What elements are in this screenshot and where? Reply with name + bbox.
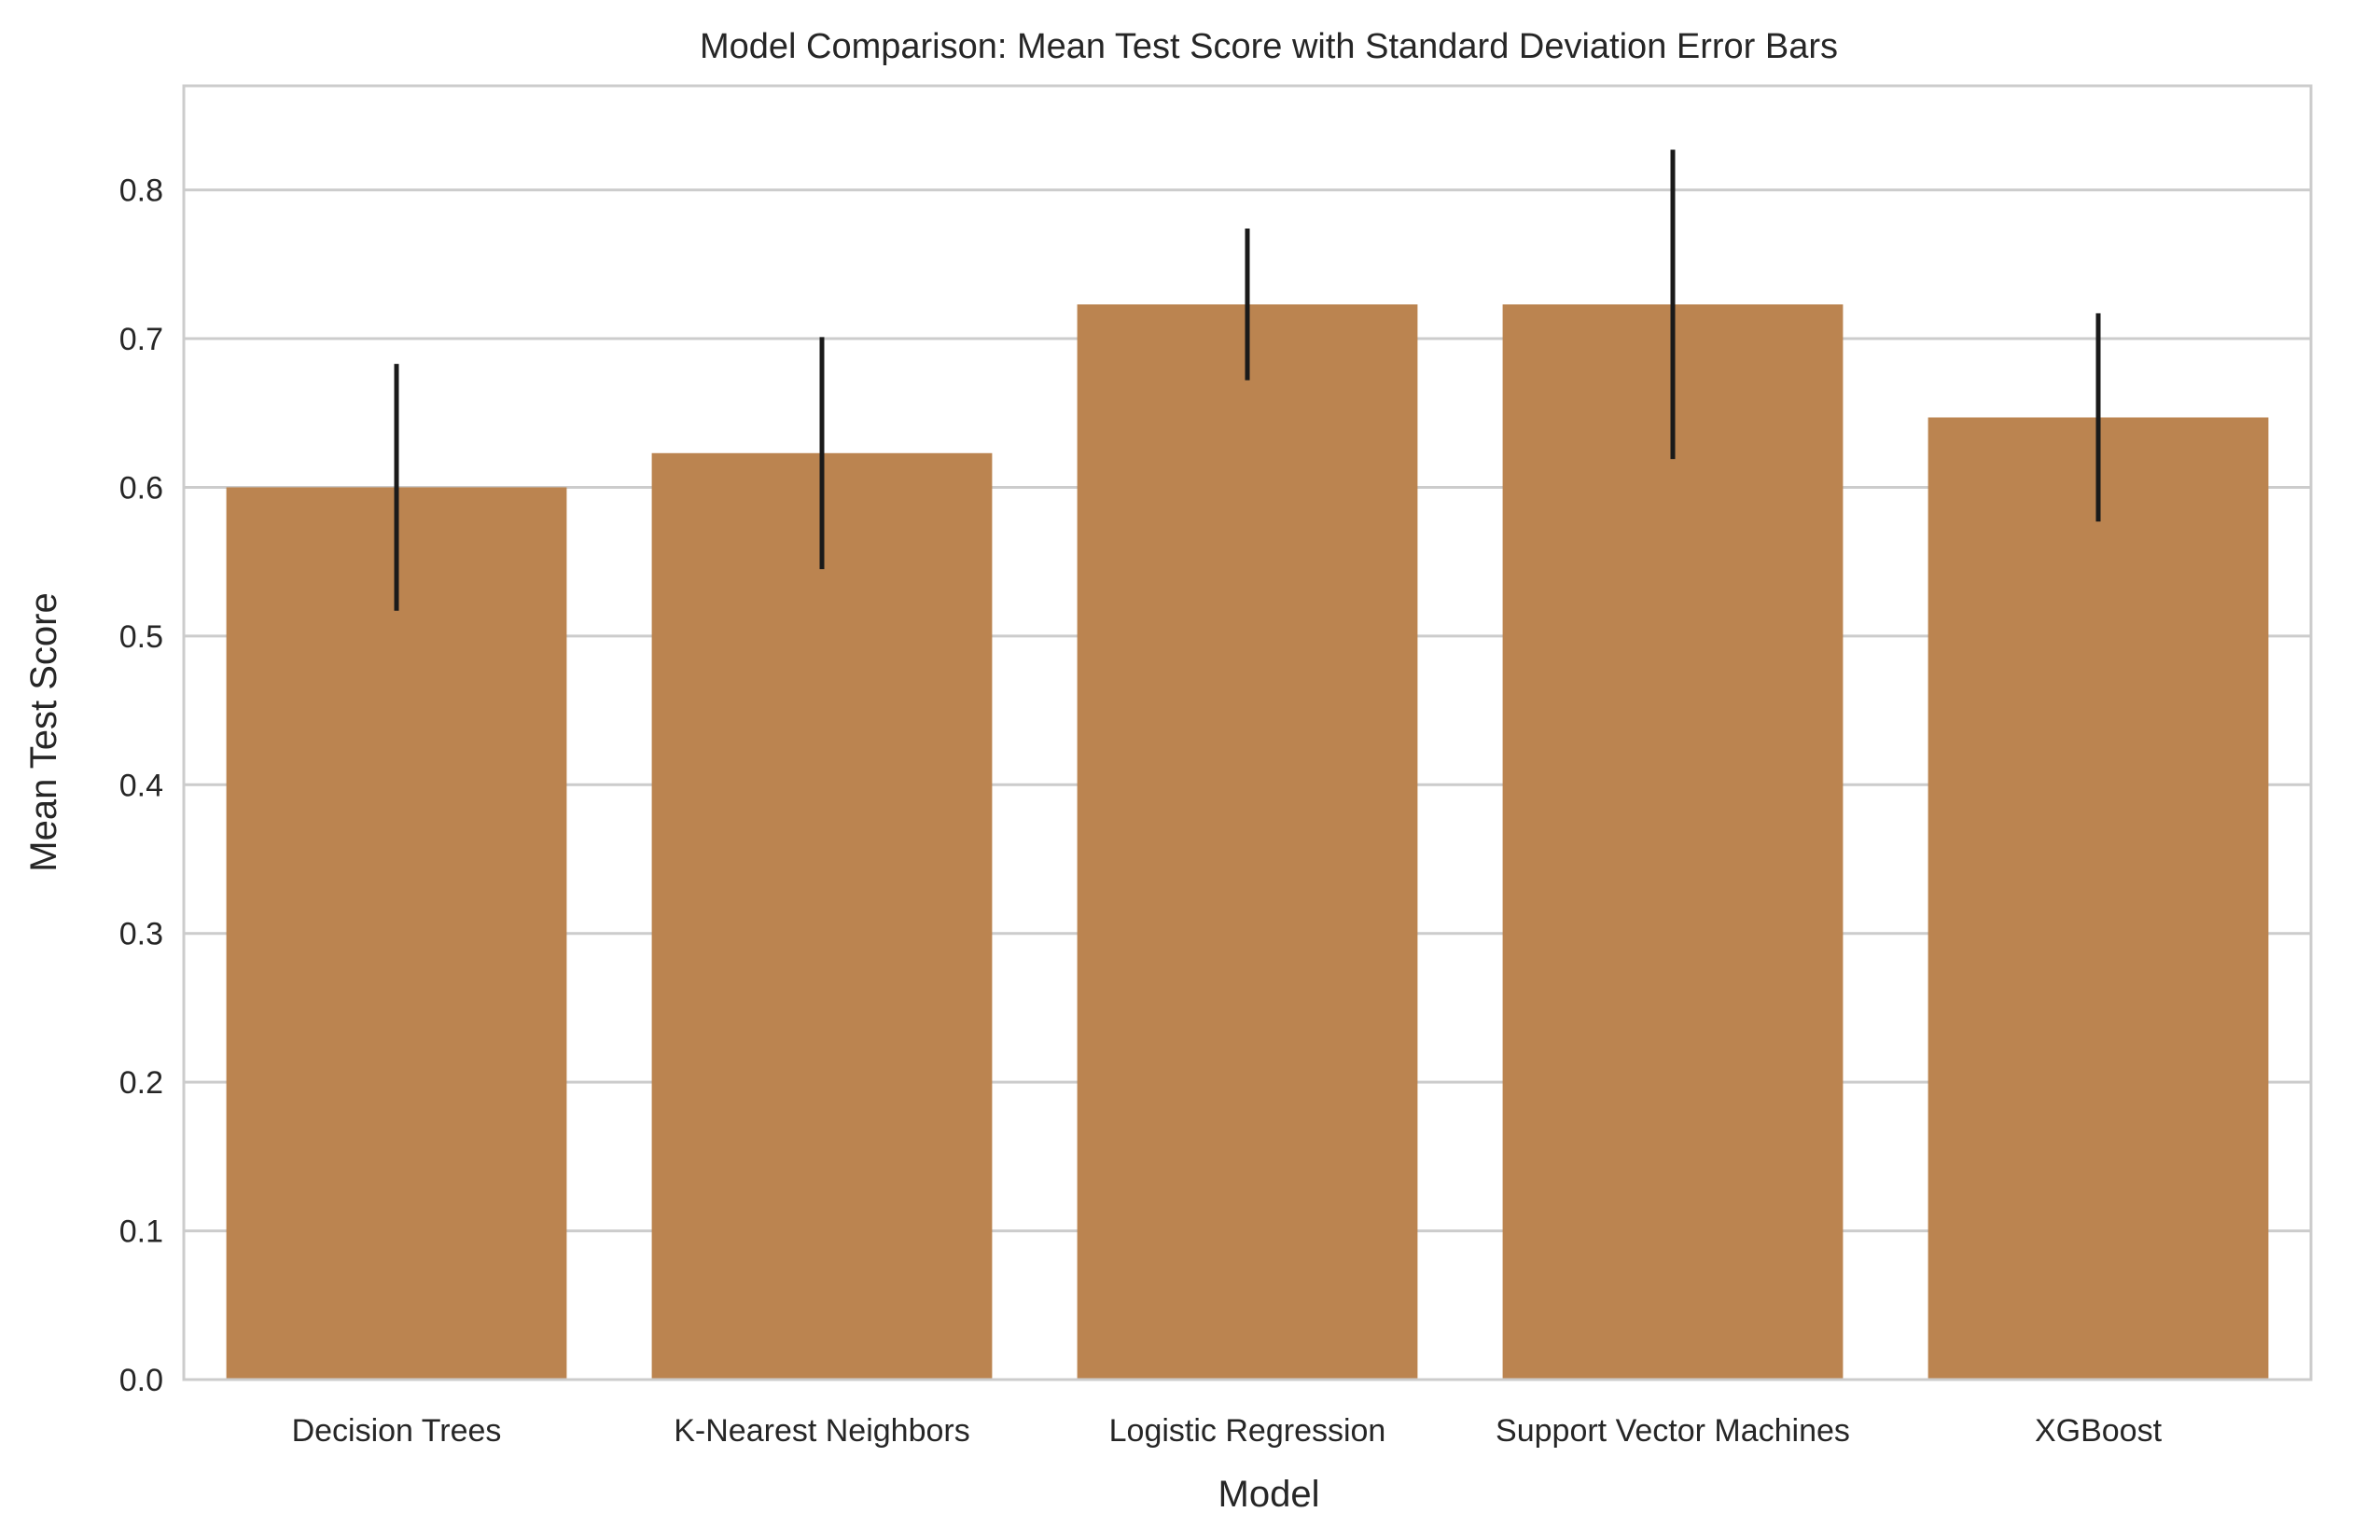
x-tick-label: Decision Trees	[292, 1413, 502, 1449]
bar-3	[1502, 304, 1844, 1380]
x-tick-label: K-Nearest Neighbors	[674, 1413, 969, 1449]
x-tick-label: Logistic Regression	[1109, 1413, 1386, 1449]
y-axis-label: Mean Test Score	[23, 592, 64, 871]
chart-title: Model Comparison: Mean Test Score with S…	[700, 27, 1838, 66]
bar-1	[651, 452, 993, 1380]
x-tick-label: XGBoost	[2035, 1413, 2163, 1449]
x-tick-labels: Decision Trees K-Nearest Neighbors Logisti…	[292, 1413, 2163, 1449]
plot-frame	[182, 84, 2313, 1381]
y-tick-label: 0.8	[119, 173, 163, 209]
bar-4	[1928, 417, 2269, 1380]
y-tick-label: 0.0	[119, 1363, 163, 1398]
y-tick-label: 0.3	[119, 917, 163, 952]
y-tick-label: 0.7	[119, 322, 163, 357]
error-bars	[394, 149, 2101, 611]
x-axis-label: Model	[1218, 1474, 1320, 1515]
bars	[226, 304, 2269, 1380]
y-tick-labels: 0.0 0.1 0.2 0.3 0.4 0.5 0.6 0.7 0.8	[119, 173, 163, 1398]
bar-2	[1077, 304, 1418, 1380]
y-tick-label: 0.4	[119, 768, 163, 803]
y-tick-label: 0.6	[119, 470, 163, 506]
bar-0	[226, 487, 567, 1380]
y-tick-label: 0.2	[119, 1065, 163, 1101]
y-tick-label: 0.5	[119, 619, 163, 655]
x-tick-label: Support Vector Machines	[1496, 1413, 1850, 1449]
y-tick-label: 0.1	[119, 1214, 163, 1250]
